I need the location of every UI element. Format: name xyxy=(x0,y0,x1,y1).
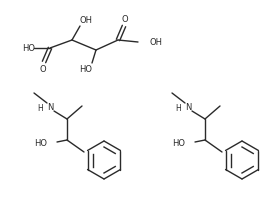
Text: N: N xyxy=(47,103,53,111)
Text: HO: HO xyxy=(22,43,35,52)
Text: H: H xyxy=(37,104,43,113)
Text: HO: HO xyxy=(80,65,93,74)
Text: H: H xyxy=(175,104,181,113)
Text: N: N xyxy=(185,103,191,111)
Text: O: O xyxy=(122,15,128,24)
Text: HO: HO xyxy=(172,140,185,149)
Text: OH: OH xyxy=(150,37,163,46)
Text: HO: HO xyxy=(34,140,47,149)
Text: O: O xyxy=(40,64,46,73)
Text: OH: OH xyxy=(80,15,93,24)
